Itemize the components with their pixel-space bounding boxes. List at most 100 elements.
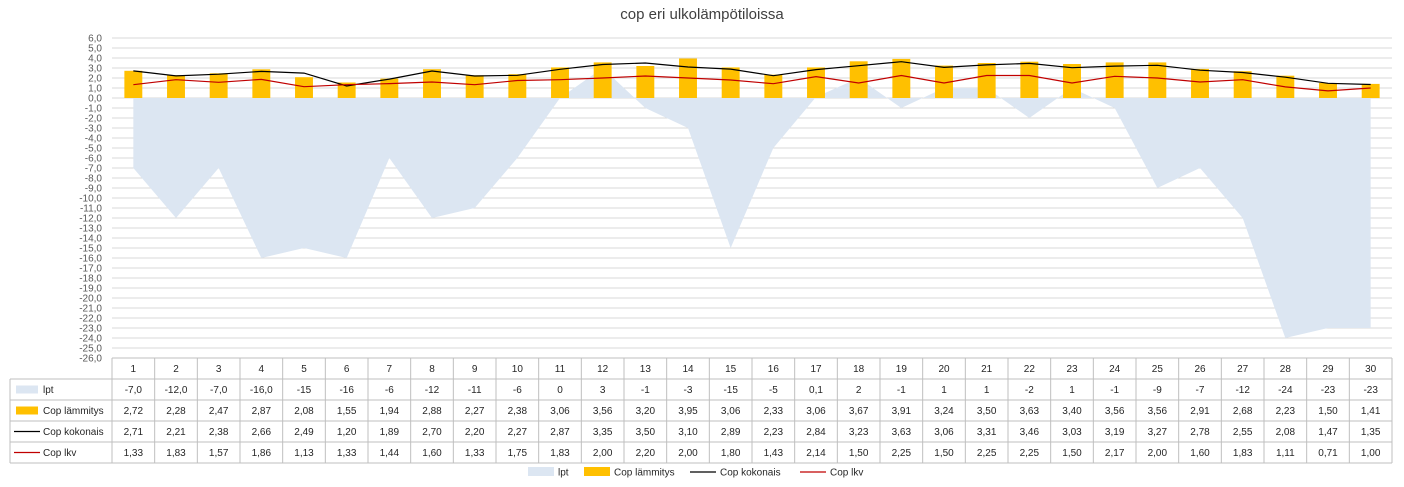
table-cell-value: 3,63 (1020, 406, 1040, 417)
bar-cop-lammitys (593, 62, 612, 98)
x-category-label: 9 (472, 364, 478, 375)
bar-cop-lammitys (295, 77, 313, 98)
bar-cop-lammitys (508, 74, 527, 98)
table-cell-value: 3,50 (977, 406, 997, 417)
table-cell-value: 2,33 (764, 406, 784, 417)
bar-cop-lammitys (252, 69, 271, 98)
bar-cop-lammitys (807, 67, 825, 98)
table-cell-value: 2,00 (593, 448, 613, 459)
bar-cop-lammitys (167, 75, 185, 98)
table-cell-value: 1,33 (337, 448, 357, 459)
table-cell-value: 3,06 (934, 427, 954, 438)
y-tick-label: -8,0 (85, 174, 103, 185)
table-cell-value: 3,91 (892, 406, 912, 417)
cop-lines (133, 61, 1371, 92)
table-cell-value: 3,67 (849, 406, 869, 417)
table-cell-value: 1,50 (849, 448, 869, 459)
table-cell-value: 2,70 (422, 427, 442, 438)
x-category-label: 15 (725, 364, 737, 375)
table-cell-value: 2,55 (1233, 427, 1253, 438)
table-cell-value: 2,89 (721, 427, 741, 438)
table-cell-value: -15 (297, 385, 312, 396)
bar-cop-lammitys (337, 82, 356, 98)
y-tick-label: -18,0 (79, 274, 102, 285)
table-cell-value: -6 (513, 385, 522, 396)
table-cell-value: 3,95 (678, 406, 698, 417)
legend-label: Cop lkv (830, 468, 863, 479)
y-tick-label: -12,0 (79, 214, 102, 225)
x-category-label: 7 (387, 364, 393, 375)
table-series-name: Cop lkv (43, 448, 76, 459)
table-legend-key (16, 385, 38, 394)
x-category-label: 5 (301, 364, 307, 375)
table-cell-value: -16,0 (250, 385, 273, 396)
table-cell-value: 3,20 (636, 406, 656, 417)
x-category-label: 17 (810, 364, 822, 375)
x-category-label: 12 (597, 364, 609, 375)
table-cell-value: 3,50 (636, 427, 656, 438)
table-cell-value: 2,72 (124, 406, 144, 417)
x-category-label: 4 (259, 364, 265, 375)
table-cell-value: 2,14 (806, 448, 826, 459)
table-cell-value: 2,66 (252, 427, 272, 438)
table-cell-value: 1,35 (1361, 427, 1381, 438)
table-cell-value: -7 (1196, 385, 1205, 396)
table-cell-value: 1,60 (422, 448, 442, 459)
table-cell-value: 3,03 (1062, 427, 1082, 438)
table-cell-value: 2,84 (806, 427, 826, 438)
table-series-name: Cop lämmitys (43, 406, 104, 417)
table-cell-value: 2,00 (1148, 448, 1168, 459)
bar-cop-lammitys (209, 73, 228, 98)
table-cell-value: 1,50 (934, 448, 954, 459)
x-category-label: 22 (1024, 364, 1036, 375)
table-cell-value: -24 (1278, 385, 1293, 396)
table-cell-value: 1,33 (465, 448, 485, 459)
table-cell-value: 2,20 (636, 448, 656, 459)
table-cell-value: 1,13 (294, 448, 314, 459)
table-cell-value: 2,00 (678, 448, 698, 459)
y-axis: 6,05,04,03,02,01,00,0-1,0-2,0-3,0-4,0-5,… (79, 34, 102, 365)
table-cell-value: -5 (769, 385, 778, 396)
table-cell-value: 1,80 (721, 448, 741, 459)
x-category-label: 18 (853, 364, 865, 375)
y-tick-label: -23,0 (79, 324, 102, 335)
table-cell-value: 3,31 (977, 427, 997, 438)
table-cell-value: 2,28 (166, 406, 186, 417)
bar-cop-lammitys (1020, 61, 1039, 98)
table-cell-value: 2,27 (508, 427, 528, 438)
x-category-label: 24 (1109, 364, 1121, 375)
table-cell-value: 3,10 (678, 427, 698, 438)
x-category-label: 6 (344, 364, 350, 375)
table-cell-value: -12,0 (165, 385, 188, 396)
x-category-label: 23 (1066, 364, 1078, 375)
table-cell-value: 2,25 (892, 448, 912, 459)
y-tick-label: 5,0 (88, 44, 102, 55)
y-tick-label: -20,0 (79, 294, 102, 305)
table-cell-value: 1,50 (1062, 448, 1082, 459)
table-cell-value: 3,46 (1020, 427, 1040, 438)
table-cell-value: 3,35 (593, 427, 613, 438)
line-cop-kokonais (133, 61, 1371, 87)
y-tick-label: -4,0 (85, 134, 103, 145)
data-table: 1 2 3 4 5 6 7 8 9 10 11 12 13 14 15 16 17 18 19 20 21 22 23 24 2… (9, 357, 1393, 464)
table-cell-value: 2,38 (209, 427, 229, 438)
table-cell-value: -7,0 (125, 385, 143, 396)
table-cell-value: 3,56 (593, 406, 613, 417)
x-category-label: 13 (640, 364, 652, 375)
table-cell-value: 1,55 (337, 406, 357, 417)
table-cell-value: -1 (897, 385, 906, 396)
y-tick-label: -21,0 (79, 304, 102, 315)
table-cell-value: 2,47 (209, 406, 229, 417)
table-cell-value: -1 (641, 385, 650, 396)
table-cell-value: -15 (723, 385, 738, 396)
x-category-label: 14 (682, 364, 694, 375)
table-cell-value: -2 (1025, 385, 1034, 396)
table-cell-value: 1,86 (252, 448, 272, 459)
y-tick-label: -2,0 (85, 114, 103, 125)
table-cell-value: 1 (941, 385, 947, 396)
line-cop-lkv (133, 74, 1371, 92)
x-category-label: 30 (1365, 364, 1377, 375)
y-tick-label: 3,0 (88, 64, 102, 75)
table-cell-value: -3 (684, 385, 693, 396)
